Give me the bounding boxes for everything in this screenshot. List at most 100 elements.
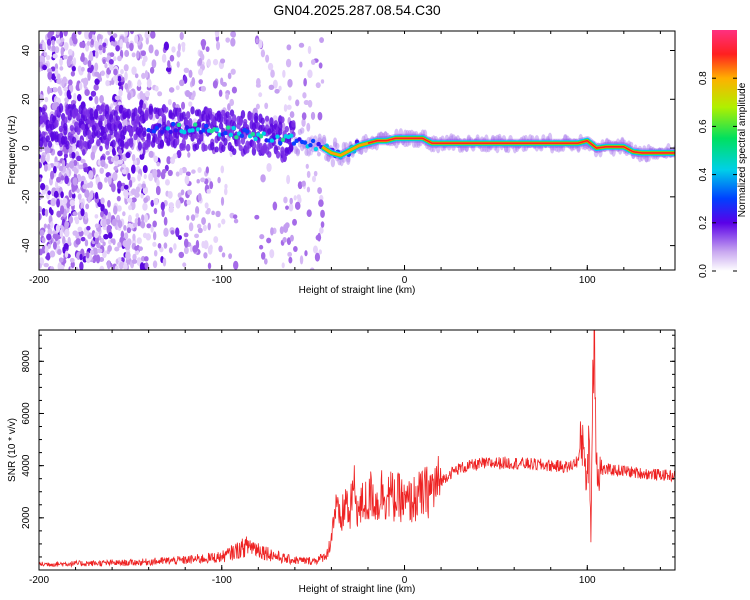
spectrogram-noise-speck (320, 79, 325, 84)
spectrogram-noise-speck (310, 59, 316, 65)
spectrogram-noise-speck (263, 258, 268, 265)
spectrogram-x-tick-label: -200 (29, 275, 49, 286)
spectrogram-noise-speck (71, 151, 76, 159)
spectrogram-noise-speck (218, 89, 223, 97)
spectrogram-ridge-halo (291, 120, 296, 128)
spectrogram-noise-speck (105, 79, 110, 87)
spectrogram-noise-speck (206, 58, 211, 68)
spectrogram-noise-speck (158, 118, 163, 125)
spectrogram-ridge-halo (284, 125, 290, 133)
snr-x-tick-label: 100 (579, 575, 596, 586)
spectrogram-noise-speck (232, 214, 238, 219)
spectrogram-noise-speck (183, 246, 189, 255)
spectrogram-y-tick-label: -40 (21, 238, 32, 253)
spectrogram-noise-speck (268, 84, 275, 91)
spectrogram-noise-speck (124, 31, 129, 37)
spectrogram-noise-speck (306, 170, 311, 178)
spectrogram-noise-speck (59, 229, 63, 238)
spectrogram-noise-speck (106, 224, 112, 235)
spectrogram-ridge-halo (275, 150, 281, 159)
spectrogram-ridge-core (231, 125, 236, 131)
spectrogram-ridge-core (316, 141, 321, 147)
spectrogram-ridge-halo (54, 119, 59, 128)
spectrogram-noise-speck (89, 181, 94, 189)
spectrogram-noise-speck (110, 157, 115, 163)
spectrogram-noise-speck (107, 200, 111, 208)
spectrogram-noise-speck (97, 248, 103, 254)
spectrogram-noise-speck (68, 79, 73, 86)
spectrogram-noise-speck (117, 256, 122, 262)
spectrogram-noise-speck (304, 250, 308, 257)
spectrogram-noise-speck (287, 251, 293, 257)
spectrogram-ridge-halo (223, 137, 228, 146)
spectrogram-noise-speck (175, 199, 181, 209)
spectrogram-noise-speck (117, 159, 123, 165)
spectrogram-noise-speck (63, 31, 68, 37)
spectrogram-noise-speck (60, 46, 64, 57)
spectrogram-noise-speck (117, 220, 123, 229)
spectrogram-noise-speck (52, 87, 58, 93)
spectrogram-noise-speck (177, 43, 181, 52)
spectrogram-noise-speck (54, 46, 60, 54)
spectrogram-noise-speck (293, 246, 298, 252)
spectrogram-noise-speck (135, 186, 141, 194)
spectrogram-ridge-halo (43, 111, 48, 122)
spectrogram-noise-speck (306, 122, 311, 132)
spectrogram-noise-speck (82, 77, 89, 87)
spectrogram-noise-speck (112, 75, 118, 82)
spectrogram-noise-speck (180, 189, 185, 196)
spectrogram-ridge-halo (289, 143, 294, 153)
spectrogram-ridge-core (184, 125, 190, 130)
spectrogram-noise-speck (201, 42, 206, 51)
spectrogram-noise-speck (225, 37, 231, 43)
spectrogram-noise-speck (88, 96, 93, 101)
spectrogram-noise-speck (201, 240, 205, 249)
spectrogram-noise-speck (197, 227, 203, 234)
spectrogram-noise-speck (115, 45, 120, 52)
spectrogram-noise-speck (71, 65, 76, 72)
spectrogram-ridge-core (245, 129, 250, 134)
spectrogram-noise-speck (42, 41, 46, 51)
spectrogram-noise-speck (80, 236, 86, 242)
spectrogram-ridge-halo (280, 116, 285, 124)
spectrogram-noise-speck (191, 77, 196, 87)
snr-panel: -200 -100 0 100 2000 4000 6000 8000 Height of … (7, 329, 676, 595)
spectrogram-noise-speck (270, 227, 274, 236)
spectrogram-noise-speck (41, 208, 46, 216)
spectrogram-noise-speck (84, 211, 88, 220)
spectrogram-ridge-halo (218, 122, 224, 130)
spectrogram-noise-speck (44, 245, 49, 254)
spectrogram-noise-speck (55, 39, 61, 44)
spectrogram-noise-speck (120, 230, 125, 239)
spectrogram-noise-speck (148, 150, 154, 158)
spectrogram-noise-speck (282, 69, 286, 78)
spectrogram-noise-speck (225, 92, 230, 100)
spectrogram-noise-speck (148, 44, 154, 54)
spectrogram-ridge-halo (188, 118, 193, 128)
spectrogram-ridge-core (201, 128, 206, 133)
spectrogram-noise-speck (220, 196, 225, 206)
spectrogram-noise-speck (59, 31, 64, 40)
spectrogram-noise-speck (107, 175, 112, 185)
spectrogram-ridge-core (289, 133, 294, 138)
spectrogram-ridge-core (308, 143, 313, 148)
spectrogram-ridge-core (302, 140, 308, 145)
spectrogram-noise-speck (306, 186, 311, 193)
spectrogram-noise-speck (227, 72, 232, 80)
spectrogram-ridge-core (239, 133, 245, 139)
spectrogram-noise-speck (44, 97, 49, 103)
spectrogram-noise-speck (282, 237, 287, 243)
snr-y-tick-label: 4000 (21, 454, 32, 477)
spectrogram-ridge-halo (98, 118, 103, 128)
spectrogram-noise-speck (72, 177, 78, 186)
spectrogram-noise-speck (56, 210, 62, 218)
spectrogram-noise-speck (58, 165, 64, 172)
spectrogram-noise-speck (64, 221, 70, 227)
spectrogram-noise-speck (88, 170, 94, 180)
spectrogram-noise-speck (94, 49, 99, 59)
spectrogram-noise-speck (85, 229, 90, 236)
spectrogram-noise-speck (68, 146, 73, 154)
spectrogram-noise-speck (152, 220, 157, 228)
spectrogram-noise-speck (272, 79, 278, 89)
spectrogram-noise-speck (39, 55, 44, 62)
